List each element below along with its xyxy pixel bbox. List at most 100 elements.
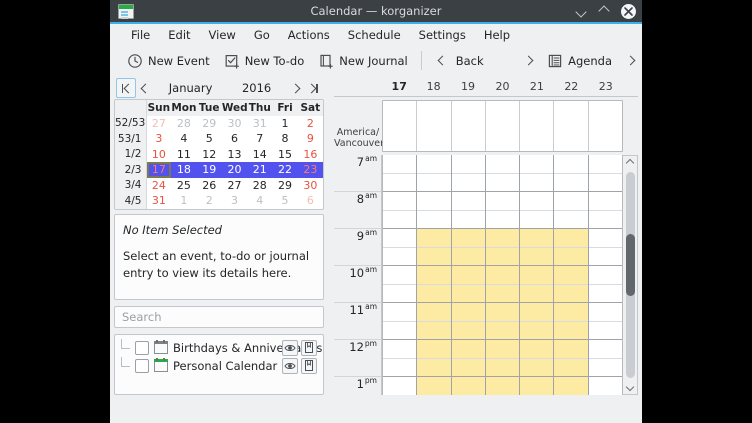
- new-event-button[interactable]: New Event: [120, 51, 217, 71]
- date-navigator-day[interactable]: 9: [306, 132, 314, 146]
- date-navigator-day[interactable]: 21: [247, 162, 273, 178]
- date-navigator-day[interactable]: 1: [180, 194, 188, 208]
- date-navigator-day[interactable]: 29: [278, 178, 293, 192]
- agenda-half-hour-slot[interactable]: [520, 303, 554, 322]
- agenda-half-hour-slot[interactable]: [417, 266, 451, 285]
- agenda-half-hour-slot[interactable]: [417, 192, 451, 211]
- agenda-half-hour-slot[interactable]: [383, 285, 417, 303]
- agenda-half-hour-slot[interactable]: [588, 266, 622, 285]
- agenda-half-hour-slot[interactable]: [554, 155, 588, 174]
- week-number-label[interactable]: 4/5: [115, 193, 147, 209]
- date-navigator-day[interactable]: 28: [252, 178, 267, 192]
- current-year-label[interactable]: 2016: [241, 81, 272, 95]
- agenda-half-hour-slot[interactable]: [588, 359, 622, 377]
- agenda-half-hour-slot[interactable]: [451, 229, 485, 248]
- agenda-half-hour-slot[interactable]: [485, 247, 520, 266]
- scrollbar-groove[interactable]: [625, 172, 635, 378]
- agenda-half-hour-slot[interactable]: [485, 340, 520, 359]
- agenda-half-hour-slot[interactable]: [554, 266, 588, 285]
- agenda-day-column[interactable]: [485, 155, 521, 395]
- agenda-half-hour-slot[interactable]: [588, 211, 622, 229]
- bookmark-icon[interactable]: [301, 339, 317, 356]
- date-navigator-day[interactable]: 5: [205, 132, 213, 146]
- agenda-half-hour-slot[interactable]: [520, 174, 554, 192]
- agenda-half-hour-slot[interactable]: [554, 211, 588, 229]
- visibility-eye-icon[interactable]: [282, 339, 298, 356]
- date-navigator-week-row[interactable]: 3/4 24 25 26 27 28 29 30: [115, 177, 323, 193]
- week-number-label[interactable]: 3/4: [115, 177, 147, 193]
- date-navigator-day[interactable]: 31: [252, 116, 267, 130]
- date-navigator-day[interactable]: 30: [227, 116, 242, 130]
- scrollbar-thumb[interactable]: [625, 233, 635, 296]
- date-navigator-day[interactable]: 23: [297, 162, 323, 178]
- agenda-half-hour-slot[interactable]: [417, 303, 451, 322]
- agenda-half-hour-slot[interactable]: [520, 377, 554, 395]
- week-number-label[interactable]: 2/3: [115, 162, 147, 178]
- agenda-half-hour-slot[interactable]: [383, 377, 417, 395]
- agenda-half-hour-slot[interactable]: [554, 340, 588, 359]
- search-input[interactable]: Search: [114, 305, 324, 328]
- date-navigator-day[interactable]: 2: [205, 194, 213, 208]
- agenda-half-hour-slot[interactable]: [520, 211, 554, 229]
- agenda-half-hour-slot[interactable]: [485, 358, 520, 377]
- date-navigator-day[interactable]: 31: [151, 194, 166, 208]
- next-month-button[interactable]: [286, 78, 304, 98]
- agenda-half-hour-slot[interactable]: [451, 266, 485, 285]
- agenda-half-hour-slot[interactable]: [520, 229, 554, 248]
- agenda-half-hour-slot[interactable]: [417, 211, 451, 229]
- agenda-half-hour-slot[interactable]: [554, 377, 588, 395]
- agenda-half-hour-slot[interactable]: [485, 284, 520, 303]
- date-navigator-week-row[interactable]: 1/2 10 11 12 13 14 15 16: [115, 146, 323, 162]
- date-navigator-day[interactable]: 27: [227, 178, 242, 192]
- agenda-day-column[interactable]: [554, 155, 589, 395]
- close-icon[interactable]: [621, 3, 636, 19]
- date-navigator-day[interactable]: 11: [176, 147, 191, 161]
- agenda-half-hour-slot[interactable]: [485, 192, 520, 211]
- date-navigator-day[interactable]: 29: [202, 116, 217, 130]
- date-navigator-day[interactable]: 2: [306, 116, 314, 130]
- date-navigator-day[interactable]: 12: [202, 147, 217, 161]
- date-navigator-day[interactable]: 15: [278, 147, 293, 161]
- agenda-half-hour-slot[interactable]: [451, 211, 485, 229]
- agenda-half-hour-slot[interactable]: [554, 174, 588, 192]
- minimize-icon[interactable]: [575, 4, 589, 18]
- agenda-half-hour-slot[interactable]: [554, 358, 588, 377]
- date-navigator-day[interactable]: 4: [256, 194, 264, 208]
- agenda-half-hour-slot[interactable]: [485, 155, 520, 174]
- visibility-eye-icon[interactable]: [282, 357, 298, 374]
- agenda-day-header-cell[interactable]: 19: [461, 80, 476, 93]
- date-navigator-day[interactable]: 4: [180, 132, 188, 146]
- date-navigator-day[interactable]: 22: [272, 162, 298, 178]
- agenda-half-hour-slot[interactable]: [417, 340, 451, 359]
- agenda-half-hour-slot[interactable]: [417, 174, 451, 192]
- agenda-half-hour-slot[interactable]: [383, 155, 417, 174]
- agenda-day-header-cell[interactable]: 21: [529, 80, 544, 93]
- prev-month-button[interactable]: [136, 78, 154, 98]
- agenda-half-hour-slot[interactable]: [485, 321, 520, 340]
- agenda-half-hour-slot[interactable]: [451, 247, 485, 266]
- agenda-half-hour-slot[interactable]: [451, 377, 485, 395]
- date-navigator-week-row[interactable]: 4/5 31 1 2 3 4 5 6: [115, 193, 323, 209]
- agenda-half-hour-slot[interactable]: [485, 266, 520, 285]
- menu-go[interactable]: Go: [253, 28, 270, 42]
- date-navigator-week-row[interactable]: 52/53 27 28 29 30 31 1 2: [115, 115, 323, 131]
- date-navigator-day[interactable]: 18: [171, 162, 197, 178]
- date-navigator-day[interactable]: 19: [196, 162, 222, 178]
- date-navigator-day[interactable]: 5: [281, 194, 289, 208]
- agenda-half-hour-slot[interactable]: [520, 358, 554, 377]
- calendar-list-item[interactable]: Birthdays & Anniversaries: [121, 338, 322, 357]
- all-day-cell[interactable]: [383, 101, 418, 151]
- agenda-day-header-cell[interactable]: 20: [495, 80, 510, 93]
- all-day-cell[interactable]: [417, 101, 452, 151]
- calendar-enable-checkbox[interactable]: [135, 340, 149, 355]
- agenda-half-hour-slot[interactable]: [417, 284, 451, 303]
- jump-to-start-button[interactable]: [116, 78, 136, 98]
- bookmark-icon[interactable]: [301, 357, 317, 374]
- all-day-cell[interactable]: [554, 101, 589, 151]
- calendar-enable-checkbox[interactable]: [135, 358, 149, 373]
- agenda-half-hour-slot[interactable]: [383, 340, 417, 359]
- agenda-half-hour-slot[interactable]: [383, 359, 417, 377]
- agenda-half-hour-slot[interactable]: [554, 229, 588, 248]
- agenda-half-hour-slot[interactable]: [383, 229, 417, 248]
- date-navigator-day[interactable]: 10: [151, 147, 166, 161]
